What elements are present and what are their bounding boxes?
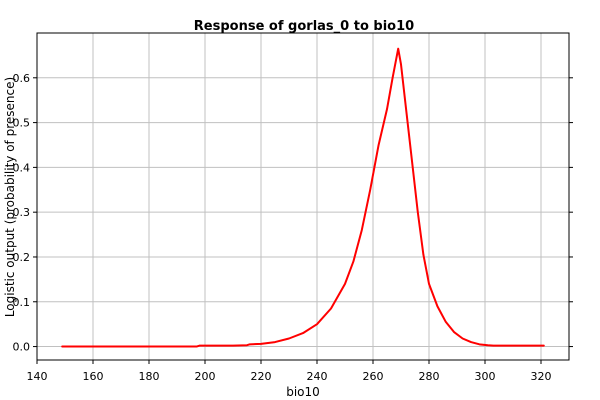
x-tick-label: 200 [195,370,216,383]
response-curve-line [61,47,545,348]
y-tick-label: 0.5 [13,117,31,130]
x-tick-label: 160 [83,370,104,383]
plot-area [36,32,570,361]
x-tick-label: 240 [307,370,328,383]
x-tick-label: 180 [139,370,160,383]
x-tick-label: 140 [27,370,48,383]
y-tick-label: 0.3 [13,206,31,219]
x-tick-label: 320 [531,370,552,383]
y-tick-label: 0.6 [13,72,31,85]
y-tick-label: 0.0 [13,341,31,354]
y-tick-label: 0.2 [13,251,31,264]
axis-ticks: 140 160 180 200 220 240 260 280 300 320 0.0 0.1 0.2 0… [13,72,573,383]
x-tick-label: 220 [251,370,272,383]
x-axis-label: bio10 [286,385,320,399]
x-tick-label: 260 [363,370,384,383]
chart-title: Response of gorlas_0 to bio10 [194,19,414,34]
grid-lines [37,33,569,360]
series-layer [61,47,545,348]
x-tick-label: 280 [419,370,440,383]
y-tick-label: 0.1 [13,296,31,309]
x-tick-label: 300 [475,370,496,383]
y-axis-label: Logistic output (probability of presence… [3,77,17,317]
y-tick-label: 0.4 [13,161,31,174]
